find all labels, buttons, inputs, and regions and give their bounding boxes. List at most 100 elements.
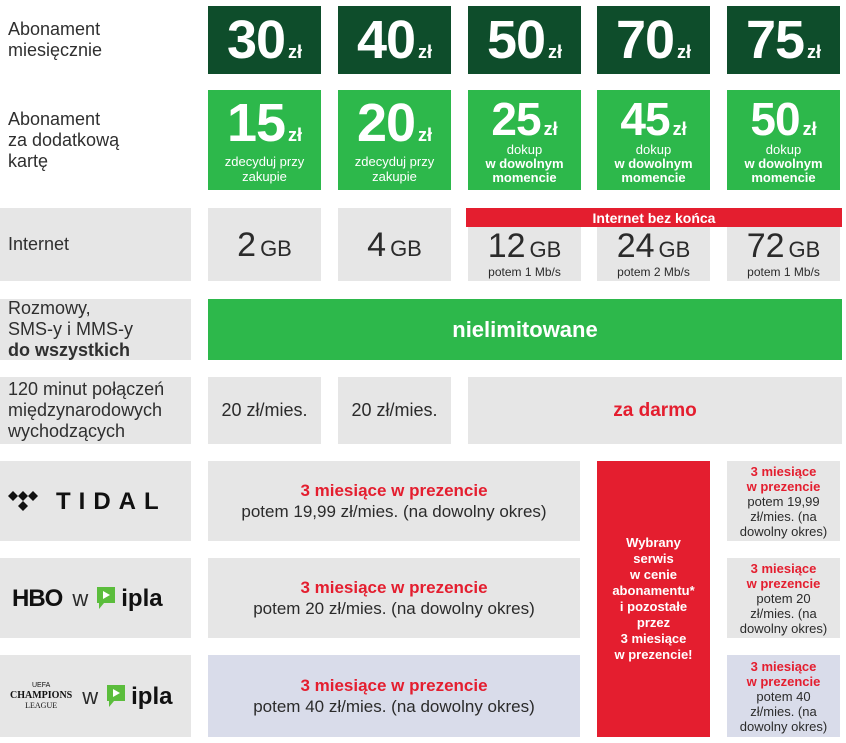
currency: zł <box>548 42 563 62</box>
gb-note: potem 1 Mb/s <box>747 265 820 279</box>
gb-unit: GB <box>390 235 422 261</box>
gb-unit: GB <box>529 237 562 262</box>
note-line: zdecyduj przy <box>224 154 305 169</box>
row-label-monthly: Abonament miesięcznie <box>0 6 191 74</box>
ipla-text: ipla <box>131 682 173 710</box>
small-promo-line: w prezencie <box>746 478 821 494</box>
price-value: 75 <box>745 10 805 70</box>
note-line: dokup <box>635 141 672 157</box>
monthly-label: Abonament miesięcznie <box>8 19 103 60</box>
price-value: 70 <box>615 10 675 70</box>
tidal-logo-icon <box>8 491 38 511</box>
note-line: w dowolnym <box>614 155 693 171</box>
small-after-line: potem 40 <box>756 688 811 704</box>
label-line: kartę <box>8 150 49 171</box>
promo-text: 3 miesiące w prezencie <box>300 481 488 500</box>
currency: zł <box>807 42 822 62</box>
choose-line: i pozostałe <box>619 599 688 614</box>
promo-text: 3 miesiące w prezencie <box>300 676 488 695</box>
internet-unlimited-banner: Internet bez końca <box>466 208 842 227</box>
price-value: 50 <box>750 92 800 145</box>
note-line: zakupie <box>242 169 287 184</box>
intl-paid-1: 20 zł/mies. <box>208 377 321 444</box>
gb-note: potem 1 Mb/s <box>488 265 561 279</box>
after-text: potem 40 zł/mies. (na dowolny okres) <box>253 697 535 716</box>
price-value: 50 <box>486 10 546 70</box>
hbo-offer-75: 3 miesiące w prezencie potem 20 zł/mies.… <box>727 558 840 638</box>
extra-card-50: 50 zł dokup w dowolnym momencie <box>727 90 840 190</box>
label-line: międzynarodowych <box>8 400 163 420</box>
currency: zł <box>288 42 303 62</box>
champions-league-logo: UEFA CHAMPIONS LEAGUE <box>10 681 72 711</box>
note-line: zakupie <box>372 169 417 184</box>
price-value: 25 <box>491 92 541 145</box>
note-line: momencie <box>621 169 686 185</box>
internet-12gb: 12 GB potem 1 Mb/s <box>468 227 581 281</box>
currency: zł <box>288 125 303 145</box>
internet-2gb: 2 GB <box>208 208 321 281</box>
small-after-line: dowolny okres) <box>739 523 828 539</box>
note-line: dokup <box>765 141 802 157</box>
note-line: w dowolnym <box>485 155 564 171</box>
monthly-price-70: 70 zł <box>597 6 710 74</box>
price-value: 20 <box>356 93 416 153</box>
row-label-calls: Rozmowy, SMS-y i MMS-y do wszystkich <box>0 298 191 360</box>
intl-free: za darmo <box>468 377 842 444</box>
internet-24gb: 24 GB potem 2 Mb/s <box>597 227 710 281</box>
small-promo-line: w prezencie <box>746 673 821 689</box>
intl-free-text: za darmo <box>613 399 697 421</box>
extra-card-45: 45 zł dokup w dowolnym momencie <box>597 90 710 190</box>
tidal-logo-text: TIDAL <box>56 487 167 515</box>
ipla-logo-icon <box>107 685 126 707</box>
label-line: 120 minut połączeń <box>8 379 165 399</box>
small-promo-line: 3 miesiące <box>750 560 817 576</box>
small-after-line: potem 20 <box>756 590 811 606</box>
choose-line: Wybrany <box>626 535 681 550</box>
monthly-price-75: 75 zł <box>727 6 840 74</box>
price-value: 40 <box>356 10 416 70</box>
extra-card-15: 15 zł zdecyduj przy zakupie <box>208 90 321 190</box>
small-after-line: zł/mies. (na <box>750 703 817 719</box>
intl-price: 20 zł/mies. <box>351 400 438 420</box>
small-promo-line: w prezencie <box>746 575 821 591</box>
row-label-hbo: HBO w ipla <box>0 558 191 638</box>
currency: zł <box>802 118 817 139</box>
internet-72gb: 72 GB potem 1 Mb/s <box>727 227 840 281</box>
small-promo-line: 3 miesiące <box>750 658 817 674</box>
small-after-line: zł/mies. (na <box>750 508 817 524</box>
gb-unit: GB <box>658 237 691 262</box>
row-label-champions-league: UEFA CHAMPIONS LEAGUE w ipla <box>0 655 191 737</box>
monthly-price-50: 50 zł <box>468 6 581 74</box>
small-after-line: dowolny okres) <box>739 718 828 734</box>
tidal-offer: 3 miesiące w prezencie potem 19,99 zł/mi… <box>208 461 580 541</box>
small-after-line: potem 19,99 <box>747 493 820 509</box>
intl-price: 20 zł/mies. <box>221 400 308 420</box>
row-label-extra-card: Abonament za dodatkową kartę <box>0 90 191 190</box>
label-line: wychodzących <box>8 421 126 441</box>
choose-line: serwis <box>633 551 674 566</box>
currency: zł <box>543 118 558 139</box>
small-after-line: zł/mies. (na <box>750 605 817 621</box>
after-text: potem 19,99 zł/mies. (na dowolny okres) <box>241 502 547 521</box>
banner-text: Internet bez końca <box>592 209 716 226</box>
gb-unit: GB <box>260 235 292 261</box>
row-label-internet: Internet <box>0 208 191 281</box>
row-label-tidal: TIDAL <box>0 461 191 541</box>
note-line: zdecyduj przy <box>354 154 435 169</box>
label-line: Abonament <box>8 108 101 129</box>
price-value: 30 <box>226 10 286 70</box>
price-value: 45 <box>620 92 670 145</box>
cl-logo-line: UEFA <box>31 682 51 689</box>
tidal-offer-75: 3 miesiące w prezencie potem 19,99 zł/mi… <box>727 461 840 541</box>
gb-amount: 12 <box>487 227 526 265</box>
currency: zł <box>418 125 433 145</box>
w-text: w <box>72 585 89 611</box>
champions-league-offer: 3 miesiące w prezencie potem 40 zł/mies.… <box>208 655 580 737</box>
gb-amount: 24 <box>616 227 655 265</box>
note-line: momencie <box>492 169 557 185</box>
price-value: 15 <box>226 93 286 153</box>
champions-league-offer-75: 3 miesiące w prezencie potem 40 zł/mies.… <box>727 655 840 737</box>
choose-line: abonamentu* <box>612 583 695 598</box>
cl-logo-line: LEAGUE <box>25 701 58 710</box>
extra-card-20: 20 zł zdecyduj przy zakupie <box>338 90 451 190</box>
